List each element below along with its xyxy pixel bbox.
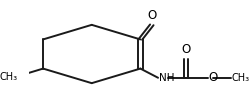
Text: CH₃: CH₃ bbox=[0, 72, 17, 82]
Text: O: O bbox=[209, 71, 218, 84]
Text: CH₃: CH₃ bbox=[232, 73, 250, 83]
Text: NH: NH bbox=[159, 73, 174, 83]
Text: O: O bbox=[182, 43, 191, 56]
Text: O: O bbox=[148, 9, 157, 22]
